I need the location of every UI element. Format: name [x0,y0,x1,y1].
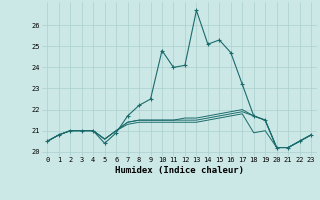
X-axis label: Humidex (Indice chaleur): Humidex (Indice chaleur) [115,166,244,175]
